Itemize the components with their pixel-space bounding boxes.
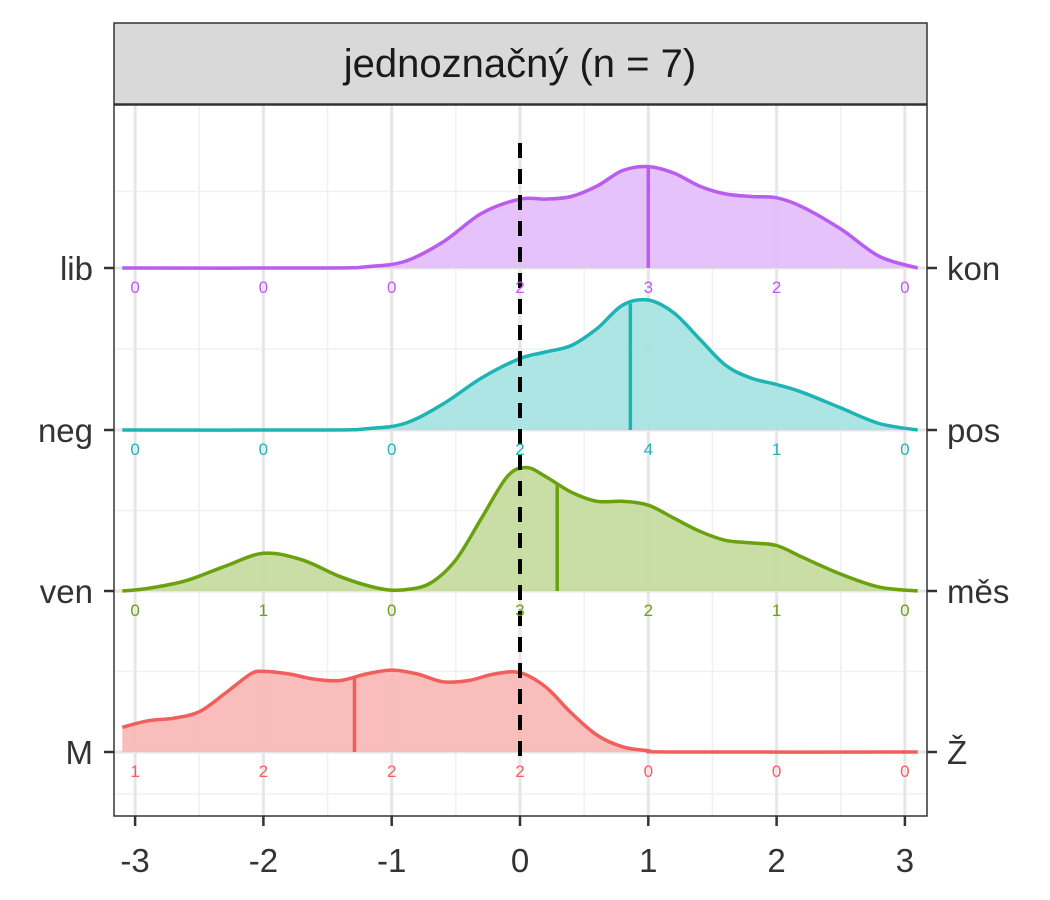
count-label-lib: 2 [772, 278, 781, 297]
count-label-lib: 0 [387, 278, 396, 297]
count-label-neg: 0 [130, 440, 139, 459]
y-label-left: neg [38, 412, 93, 449]
count-label-ven: 0 [387, 601, 396, 620]
count-label-ven: 0 [900, 601, 909, 620]
count-label-neg: 0 [259, 440, 268, 459]
ridge-area-ven [122, 467, 918, 591]
x-tick-label: 2 [767, 842, 785, 879]
count-label-neg: 4 [644, 440, 653, 459]
y-label-right: kon [947, 250, 1000, 287]
y-label-left: ven [40, 573, 93, 610]
count-label-m: 0 [644, 762, 653, 781]
ridge-area-m [122, 670, 918, 753]
x-tick-label: 3 [896, 842, 914, 879]
count-label-ven: 1 [772, 601, 781, 620]
facet-strip [113, 22, 928, 105]
ridge-line-lib [122, 164, 919, 270]
count-label-ven: 0 [130, 601, 139, 620]
count-label-m: 0 [900, 762, 909, 781]
count-label-lib: 2 [515, 278, 524, 297]
count-label-ven: 2 [644, 601, 653, 620]
y-label-left: M [66, 734, 94, 771]
count-label-neg: 0 [387, 440, 396, 459]
y-label-right: pos [947, 412, 1000, 449]
count-label-m: 1 [130, 762, 139, 781]
facet-title: jednoznačný (n = 7) [343, 42, 696, 86]
count-label-lib: 0 [900, 278, 909, 297]
count-label-neg: 0 [900, 440, 909, 459]
count-label-m: 2 [387, 762, 396, 781]
y-label-right: měs [947, 573, 1009, 610]
y-label-left: lib [60, 250, 93, 287]
count-label-ven: 3 [515, 601, 524, 620]
x-tick-label: -3 [120, 842, 149, 879]
count-label-ven: 1 [259, 601, 268, 620]
count-label-lib: 0 [130, 278, 139, 297]
x-tick-label: 0 [511, 842, 529, 879]
count-label-lib: 0 [259, 278, 268, 297]
count-label-m: 2 [515, 762, 524, 781]
x-tick-label: 1 [639, 842, 657, 879]
count-label-neg: 1 [772, 440, 781, 459]
x-tick-label: -2 [249, 842, 278, 879]
ridge-line-neg [122, 297, 918, 432]
ridge-line-m [121, 668, 918, 754]
y-label-right: Ž [947, 734, 967, 771]
ridge-area-lib [122, 166, 918, 269]
count-label-m: 2 [259, 762, 268, 781]
x-tick-label: -1 [377, 842, 406, 879]
count-label-m: 0 [772, 762, 781, 781]
count-labels: 1 2 2 2 0 0 0 0 1 0 3 2 1 0 0 0 0 2 4 1 0 0 0 0 2 3 2 0 [130, 278, 909, 781]
count-label-neg: 2 [515, 440, 524, 459]
count-label-lib: 3 [644, 278, 653, 297]
ridge-line-ven [122, 465, 918, 593]
